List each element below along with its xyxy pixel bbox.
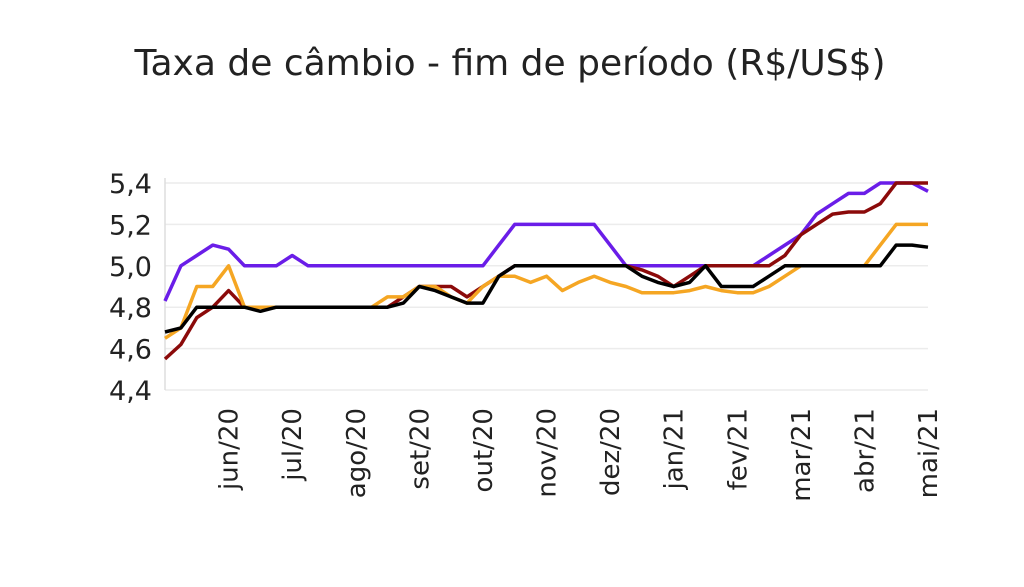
x-tick-label: dez/20: [596, 408, 626, 496]
chart-title: Taxa de câmbio - fim de período (R$/US$): [133, 43, 885, 84]
x-tick-label: jan/21: [660, 408, 690, 490]
x-tick-label: ago/20: [342, 408, 372, 498]
series-line: [163, 181, 928, 361]
y-tick-label: 4,6: [109, 335, 152, 366]
y-tick-label: 4,4: [109, 376, 152, 407]
x-tick-label: abr/21: [850, 408, 880, 493]
y-tick-label: 4,8: [109, 293, 152, 324]
x-tick-label: out/20: [469, 408, 499, 492]
x-tick-label: mar/21: [787, 408, 817, 502]
x-tick-label: jul/20: [278, 408, 308, 482]
series-line: [164, 243, 929, 334]
x-tick-label: jun/20: [215, 408, 245, 491]
y-tick-label: 5,0: [109, 252, 152, 283]
x-tick-label: fev/21: [723, 408, 753, 490]
series-line: [164, 222, 928, 340]
x-tick-label: mai/21: [914, 408, 944, 498]
x-tick-label: set/20: [405, 408, 435, 490]
y-tick-label: 5,2: [109, 210, 152, 241]
series-line: [163, 181, 929, 302]
y-tick-label: 5,4: [109, 169, 152, 200]
x-tick-label: nov/20: [533, 408, 563, 498]
